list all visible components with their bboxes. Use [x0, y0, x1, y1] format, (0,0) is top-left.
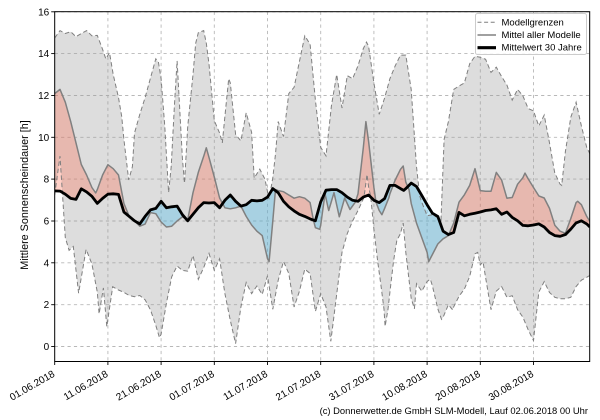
- svg-text:Mittlere Sonnenscheindauer [h]: Mittlere Sonnenscheindauer [h]: [19, 120, 31, 269]
- svg-text:Mittelwert 30 Jahre: Mittelwert 30 Jahre: [502, 43, 582, 54]
- svg-text:Modellgrenzen: Modellgrenzen: [502, 17, 564, 28]
- svg-text:14: 14: [38, 49, 50, 60]
- svg-text:4: 4: [44, 258, 50, 269]
- svg-text:Mittel aller Modelle: Mittel aller Modelle: [502, 30, 581, 41]
- svg-text:(c) Donnerwetter.de GmbH SLM-M: (c) Donnerwetter.de GmbH SLM-Modell, Lau…: [320, 405, 588, 416]
- svg-text:0: 0: [44, 342, 50, 353]
- svg-text:2: 2: [44, 300, 50, 311]
- svg-text:16: 16: [38, 7, 50, 18]
- svg-text:6: 6: [44, 217, 50, 228]
- svg-text:10: 10: [38, 133, 50, 144]
- svg-text:8: 8: [44, 175, 50, 186]
- svg-text:12: 12: [38, 91, 50, 102]
